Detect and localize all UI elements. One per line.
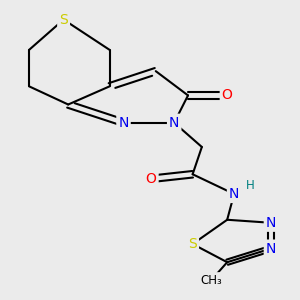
Text: N: N	[118, 116, 129, 130]
Text: N: N	[266, 216, 276, 230]
Text: N: N	[169, 116, 179, 130]
Text: N: N	[229, 187, 239, 201]
Text: O: O	[146, 172, 157, 186]
Text: CH₃: CH₃	[200, 274, 222, 287]
Text: N: N	[266, 242, 276, 256]
Text: O: O	[222, 88, 232, 102]
Text: S: S	[188, 237, 197, 251]
Text: S: S	[59, 13, 68, 27]
Text: H: H	[246, 178, 255, 192]
